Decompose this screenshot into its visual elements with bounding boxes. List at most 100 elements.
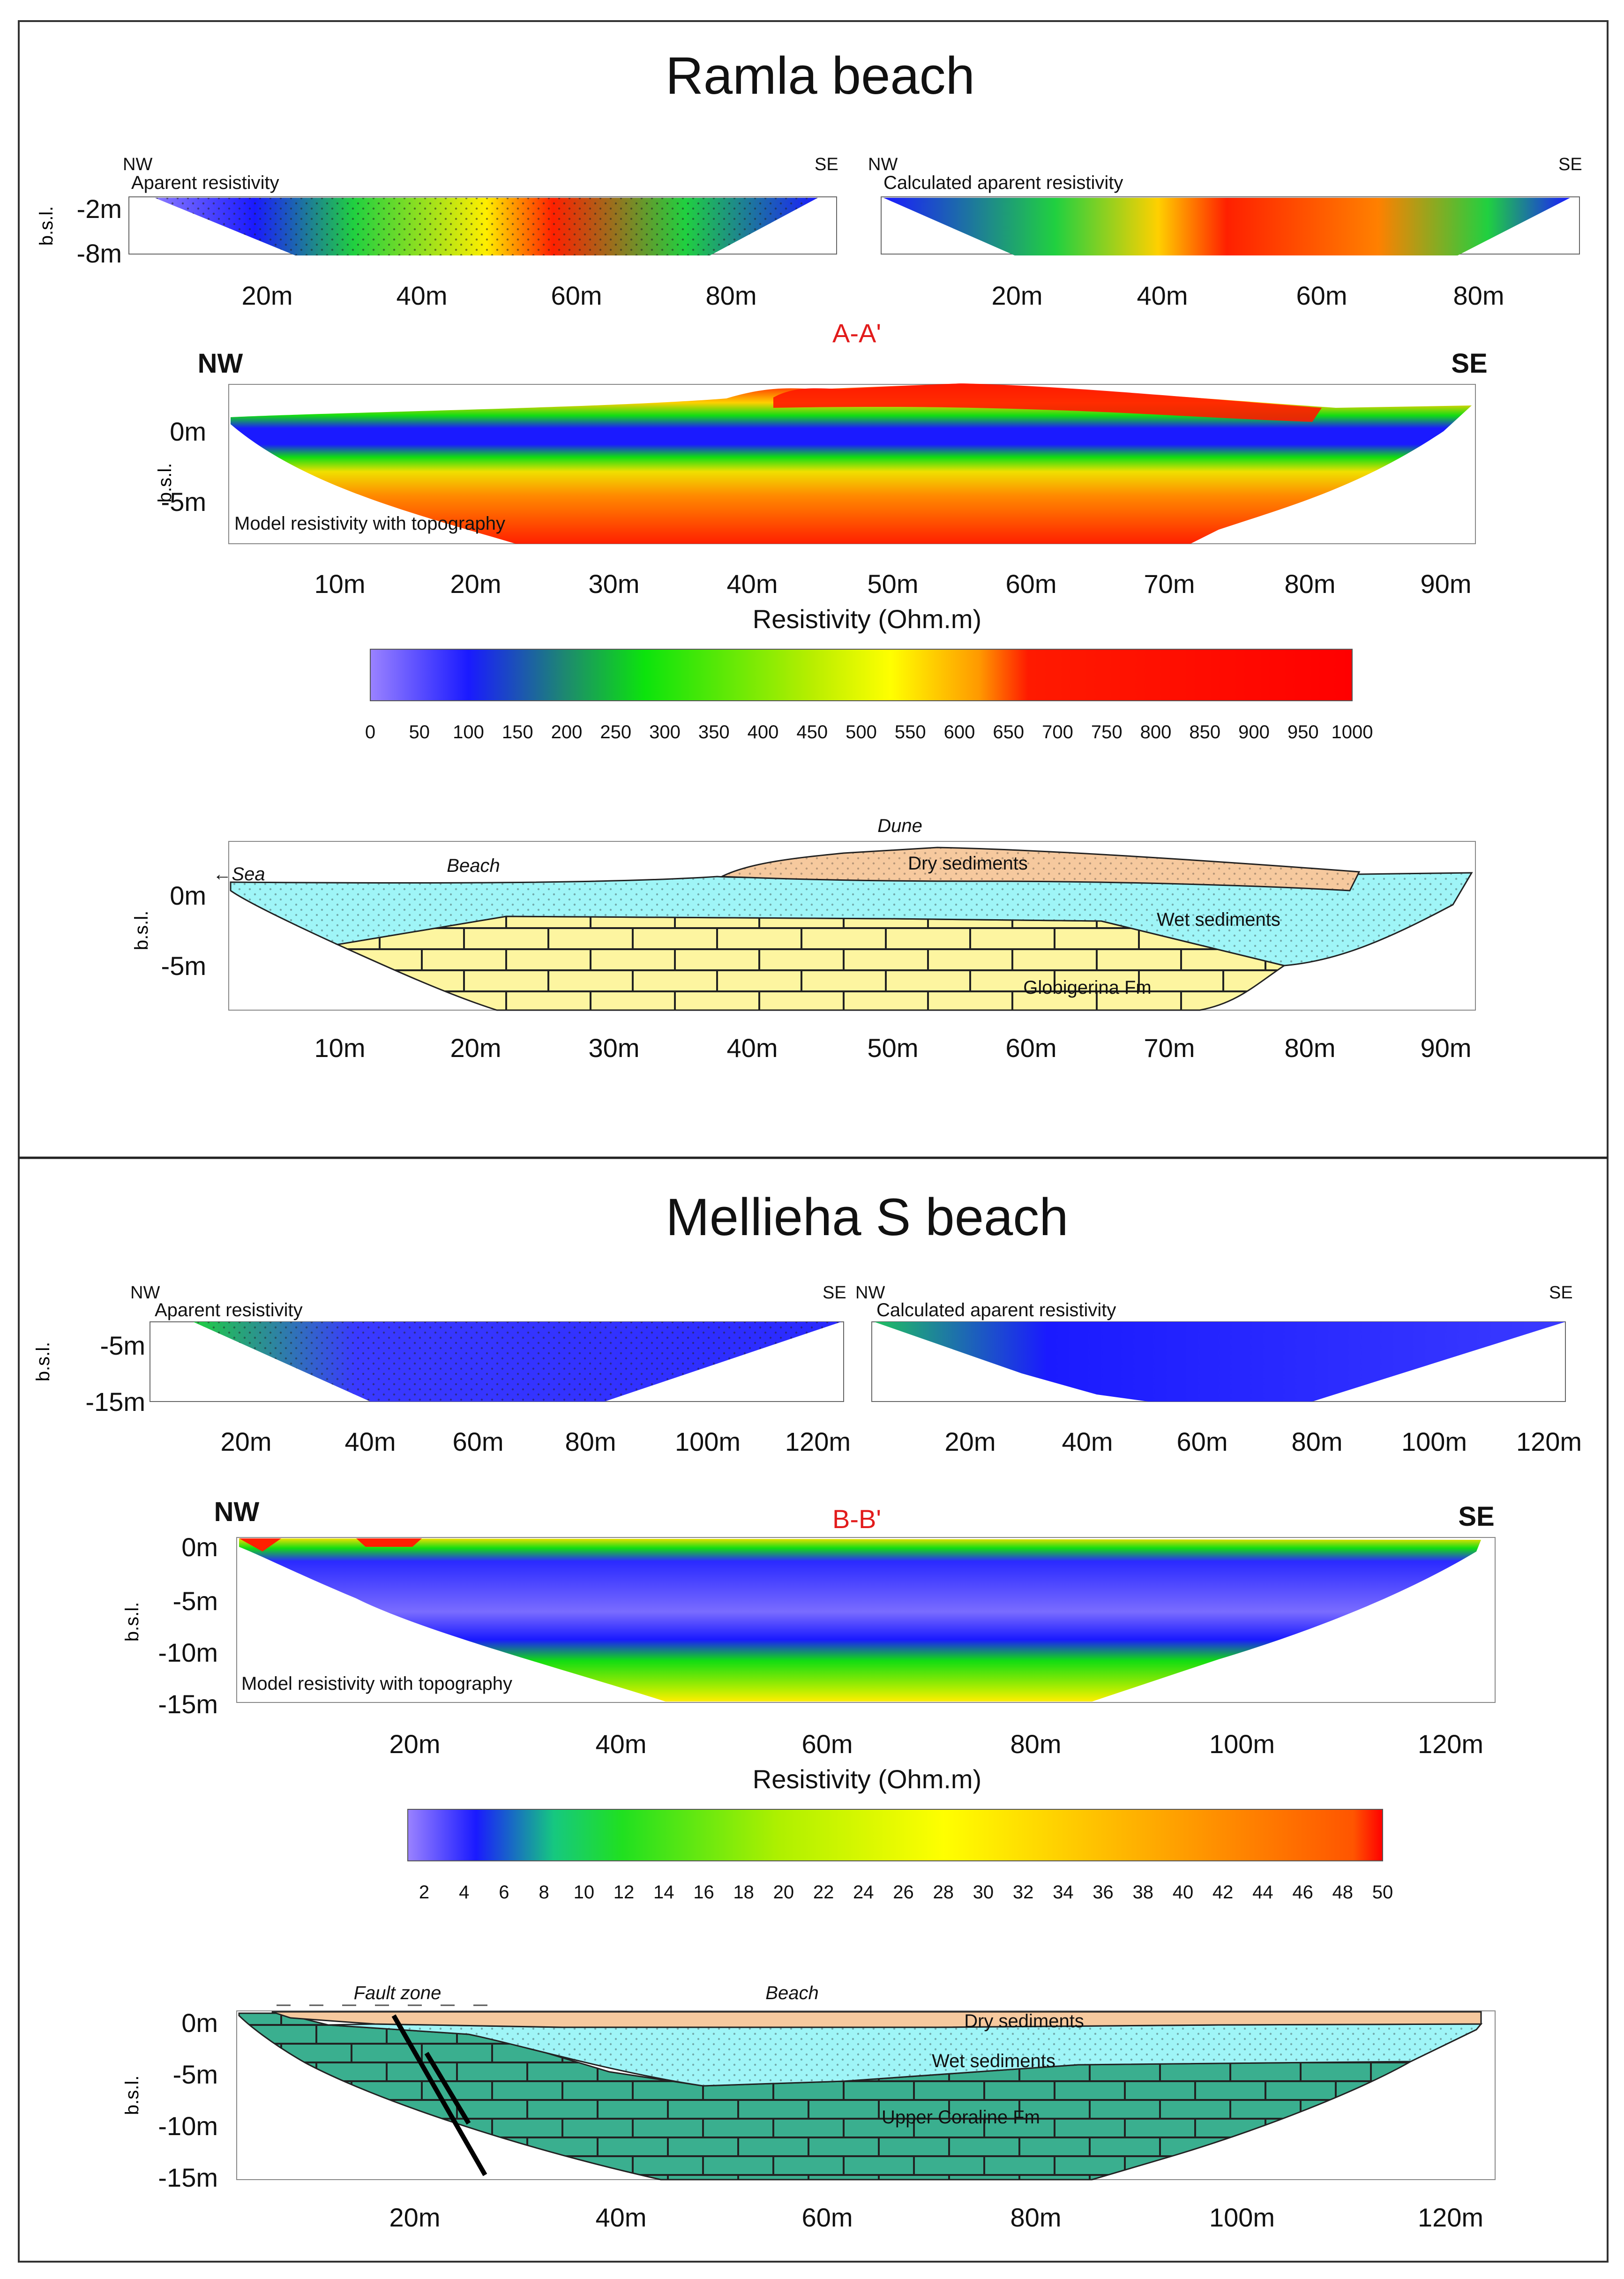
ramla-geo-ytick: -5m	[161, 951, 206, 981]
mell-model-xtick: 60m	[802, 1729, 853, 1759]
colorbar-tick-label: 2	[419, 1882, 429, 1903]
mell-app-nw: NW	[130, 1283, 160, 1303]
colorbar-tick-label: 42	[1212, 1882, 1234, 1903]
ramla-model-image	[231, 383, 1472, 544]
ramla-geo-xtick: 10m	[314, 1033, 366, 1063]
mell-app-xtick: 80m	[565, 1427, 616, 1456]
globigerina-label: Globigerina Fm	[1023, 977, 1151, 998]
mellieha-title: Mellieha S beach	[666, 1188, 1068, 1246]
mell-calc-se: SE	[1549, 1283, 1573, 1303]
colorbar-tick-label: 650	[993, 722, 1024, 742]
mell-app-ylabel: b.s.l.	[33, 1342, 53, 1381]
mell-model-se: SE	[1458, 1501, 1494, 1532]
colorbar-tick-label: 450	[796, 722, 828, 742]
ramla-geo-xtick: 90m	[1421, 1033, 1472, 1063]
ramla-geo-xtick: 20m	[450, 1033, 501, 1063]
colorbar-tick-label: 24	[853, 1882, 874, 1903]
ramla-calculated-label: Calculated aparent resistivity	[883, 172, 1123, 193]
mell-calc-nw: NW	[855, 1283, 885, 1303]
colorbar-tick-label: 40	[1173, 1882, 1194, 1903]
ramla-model-ytick: 0m	[170, 417, 206, 446]
mell-model-ytick: -5m	[173, 1586, 218, 1616]
mell-geo-xtick: 120m	[1418, 2203, 1483, 2232]
globigerina-layer	[335, 915, 1286, 1011]
colorbar-tick-label: 0	[365, 722, 375, 742]
mell-geo-ylabel: b.s.l.	[122, 2076, 142, 2115]
ramla-geo-xtick: 80m	[1285, 1033, 1336, 1063]
colorbar-tick-label: 600	[944, 722, 975, 742]
mellieha-model-panel: NW SE Model resistivity with topography …	[122, 1497, 1496, 1794]
mellieha-apparent-label: Aparent resistivity	[155, 1300, 303, 1320]
ramla-model-label: Model resistivity with topography	[234, 513, 505, 534]
mell-calc-xtick: 100m	[1401, 1427, 1467, 1456]
outer-frame	[18, 20, 1609, 2263]
colorbar-tick-label: 350	[698, 722, 730, 742]
mell-model-ytick: -10m	[158, 1638, 218, 1667]
ramla-geology-panel: Dune Beach ←Sea Dry sediments Wet sedime…	[131, 816, 1476, 1063]
colorbar-tick-label: 48	[1332, 1882, 1354, 1903]
colorbar-tick-label: 44	[1252, 1882, 1273, 1903]
mell-calc-xtick: 120m	[1516, 1427, 1582, 1456]
mell-geo-ytick: -5m	[173, 2060, 218, 2089]
ramla-app-se: SE	[815, 155, 838, 174]
ramla-app-xtick: 40m	[397, 281, 448, 310]
ramla-geo-xtick: 50m	[868, 1033, 919, 1063]
sea-label: ←Sea	[213, 864, 265, 885]
fault-line	[424, 2052, 471, 2125]
colorbar-tick-label: 300	[649, 722, 681, 742]
dry-sediments-layer-b	[271, 2011, 1482, 2028]
colorbar-tick-label: 4	[459, 1882, 469, 1903]
mell-model-nw: NW	[214, 1497, 260, 1527]
mell-app-xtick: 120m	[785, 1427, 851, 1456]
ramla-model-panel: NW SE Model resistivity with topography …	[155, 348, 1488, 634]
ramla-colorbar: 0 50 100 150 200 250 300 350 400 450 500 550 600 650 7…	[365, 649, 1373, 742]
mell-calc-xtick: 40m	[1062, 1427, 1113, 1456]
ramla-app-ylabel: b.s.l.	[36, 206, 57, 246]
mell-model-ytick: 0m	[181, 1532, 218, 1562]
ramla-geo-ylabel: b.s.l.	[131, 911, 152, 950]
mell-model-ytick: -15m	[158, 1689, 218, 1719]
ramla-apparent-label: Aparent resistivity	[131, 172, 279, 193]
mellieha-colorbar: 2 4 6 8 10 12 14 16 18 20 22 24 26 28 30 32 34 36 38 40 42 44…	[407, 1809, 1393, 1903]
mellieha-model-label: Model resistivity with topography	[241, 1673, 512, 1694]
ramla-calc-nw: NW	[868, 155, 898, 174]
ramla-app-xtick: 20m	[242, 281, 293, 310]
colorbar-tick-label: 26	[893, 1882, 914, 1903]
mell-geo-xtick: 20m	[389, 2203, 441, 2232]
coraline-label: Upper Coraline Fm	[882, 2107, 1040, 2128]
ramla-geo-xtick: 70m	[1144, 1033, 1195, 1063]
ramla-calc-xtick: 20m	[992, 281, 1043, 310]
mell-app-xtick: 40m	[345, 1427, 396, 1456]
dry-sediments-label-b: Dry sediments	[964, 2011, 1084, 2032]
colorbar-tick-label: 50	[409, 722, 430, 742]
ramla-model-xtick: 40m	[727, 569, 778, 599]
colorbar-tick-label: 250	[600, 722, 631, 742]
mell-geo-xtick: 40m	[596, 2203, 647, 2232]
colorbar-tick-label: 22	[813, 1882, 834, 1903]
ramla-model-xtick: 30m	[589, 569, 640, 599]
ramla-title: Ramla beach	[666, 46, 975, 105]
ramla-geo-xtick: 40m	[727, 1033, 778, 1063]
fault-zone-label: Fault zone	[354, 1983, 442, 2003]
ramla-app-nw: NW	[123, 155, 152, 174]
ramla-model-ytick: -5m	[161, 487, 206, 517]
mellieha-geology-panel: Fault zone Beach Dry sediments Wet sedim…	[122, 1983, 1496, 2232]
mellieha-resistivity-title: Resistivity (Ohm.m)	[753, 1764, 981, 1794]
ramla-calc-xtick: 40m	[1137, 281, 1188, 310]
colorbar-tick-label: 36	[1093, 1882, 1114, 1903]
mell-app-xtick: 60m	[453, 1427, 504, 1456]
colorbar-tick-label: 12	[614, 1882, 635, 1903]
mell-geo-ytick: -10m	[158, 2111, 218, 2141]
mell-geo-ytick: -15m	[158, 2163, 218, 2192]
colorbar-tick-label: 900	[1238, 722, 1270, 742]
ramla-section-label: A-A'	[832, 318, 881, 348]
ramla-calculated-image	[883, 198, 1570, 255]
colorbar-tick-label: 400	[748, 722, 779, 742]
ramla-model-xtick: 50m	[868, 569, 919, 599]
colorbar-tick-label: 850	[1189, 722, 1220, 742]
beach-label: Beach	[447, 855, 500, 876]
fault-line	[391, 2014, 487, 2176]
colorbar-tick-label: 700	[1042, 722, 1073, 742]
colorbar-tick-label: 50	[1372, 1882, 1393, 1903]
